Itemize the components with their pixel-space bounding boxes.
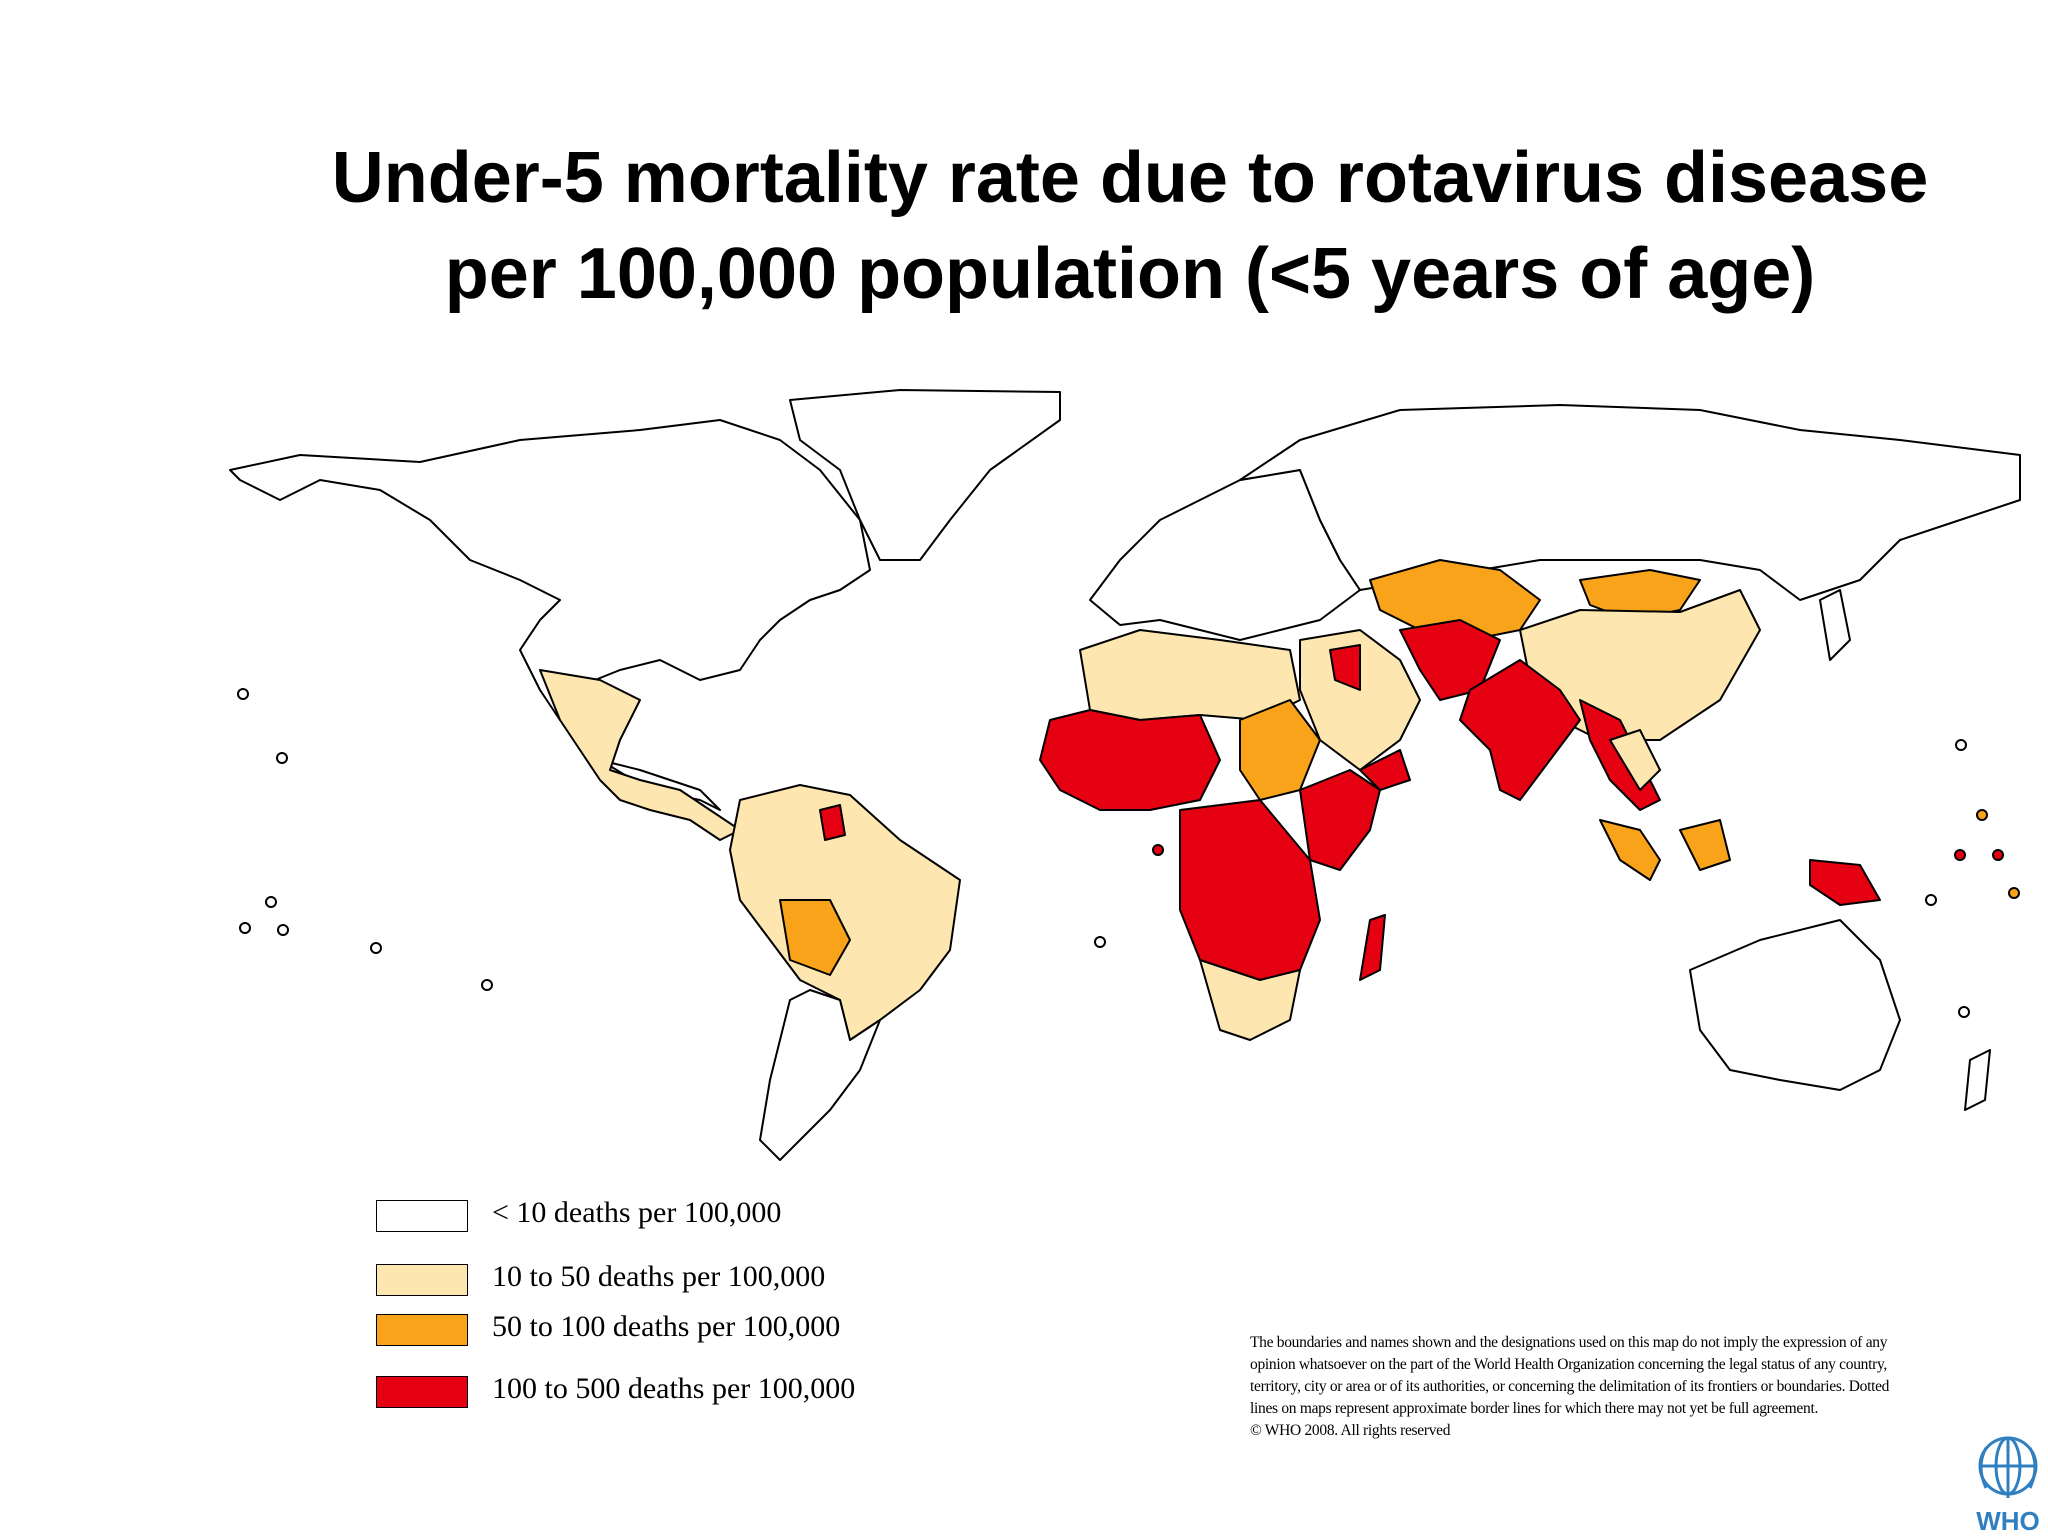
region-mexico-central-america xyxy=(539,669,741,841)
region-north-america xyxy=(229,419,871,811)
region-bolivia xyxy=(779,899,851,976)
who-emblem-icon: WHO xyxy=(1976,1436,2040,1536)
region-iraq xyxy=(1329,644,1361,691)
region-japan xyxy=(1819,589,1851,661)
legend-item-100-500: 100 to 500 deaths per 100,000 xyxy=(376,1372,976,1416)
island-marker xyxy=(1925,894,1937,906)
region-russia xyxy=(1239,404,2021,601)
disclaimer-text: The boundaries and names shown and the d… xyxy=(1250,1334,1890,1417)
region-madagascar xyxy=(1359,914,1386,981)
region-papua xyxy=(1809,859,1881,906)
island-marker xyxy=(1152,844,1164,856)
legend-swatch xyxy=(376,1314,468,1346)
region-australia xyxy=(1689,919,1901,1091)
region-central-africa xyxy=(1179,799,1321,981)
island-marker xyxy=(1955,739,1967,751)
island-marker xyxy=(481,979,493,991)
island-marker xyxy=(1958,1006,1970,1018)
region-new-zealand xyxy=(1964,1049,1991,1111)
legend-label: 50 to 100 deaths per 100,000 xyxy=(492,1310,841,1343)
region-southern-africa xyxy=(1199,959,1301,1041)
island-marker xyxy=(1094,936,1106,948)
region-indonesia xyxy=(1599,819,1661,881)
legend-swatch xyxy=(376,1264,468,1296)
region-guyana xyxy=(819,804,846,841)
island-marker xyxy=(1976,809,1988,821)
region-west-africa xyxy=(1039,709,1221,811)
who-logo-text: WHO xyxy=(1976,1506,2040,1536)
legend-swatch xyxy=(376,1376,468,1408)
island-marker xyxy=(276,752,288,764)
island-marker xyxy=(1954,849,1966,861)
region-north-africa xyxy=(1079,629,1301,721)
copyright-text: © WHO 2008. All rights reserved xyxy=(1250,1422,1451,1439)
region-south-america xyxy=(729,784,961,1041)
legend-item-50-100: 50 to 100 deaths per 100,000 xyxy=(376,1310,976,1354)
island-marker xyxy=(1992,849,2004,861)
map-disclaimer: The boundaries and names shown and the d… xyxy=(1250,1332,1900,1442)
region-middle-east xyxy=(1299,629,1421,771)
legend-item-lt10: < 10 deaths per 100,000 xyxy=(376,1196,976,1240)
region-south-cone xyxy=(759,989,881,1161)
title-line-1: Under-5 mortality rate due to rotavirus … xyxy=(331,138,1929,218)
legend-label: 100 to 500 deaths per 100,000 xyxy=(492,1372,856,1405)
island-marker xyxy=(2008,887,2020,899)
island-marker xyxy=(239,922,251,934)
region-thailand xyxy=(1609,729,1661,791)
map-title: Under-5 mortality rate due to rotavirus … xyxy=(200,130,2048,322)
legend-item-10-50: 10 to 50 deaths per 100,000 xyxy=(376,1260,976,1304)
island-marker xyxy=(237,688,249,700)
legend-label: < 10 deaths per 100,000 xyxy=(492,1196,782,1229)
region-sudan xyxy=(1239,699,1321,801)
title-line-2: per 100,000 population (<5 years of age) xyxy=(444,234,1816,314)
region-borneo xyxy=(1679,819,1731,871)
island-marker xyxy=(277,924,289,936)
region-yemen xyxy=(1359,749,1411,791)
island-marker xyxy=(370,942,382,954)
region-mongolia xyxy=(1579,569,1701,621)
region-east-africa xyxy=(1299,769,1381,871)
region-greenland xyxy=(789,389,1061,561)
island-marker xyxy=(265,896,277,908)
legend-swatch xyxy=(376,1200,468,1232)
legend-label: 10 to 50 deaths per 100,000 xyxy=(492,1260,826,1293)
region-india xyxy=(1459,659,1581,801)
